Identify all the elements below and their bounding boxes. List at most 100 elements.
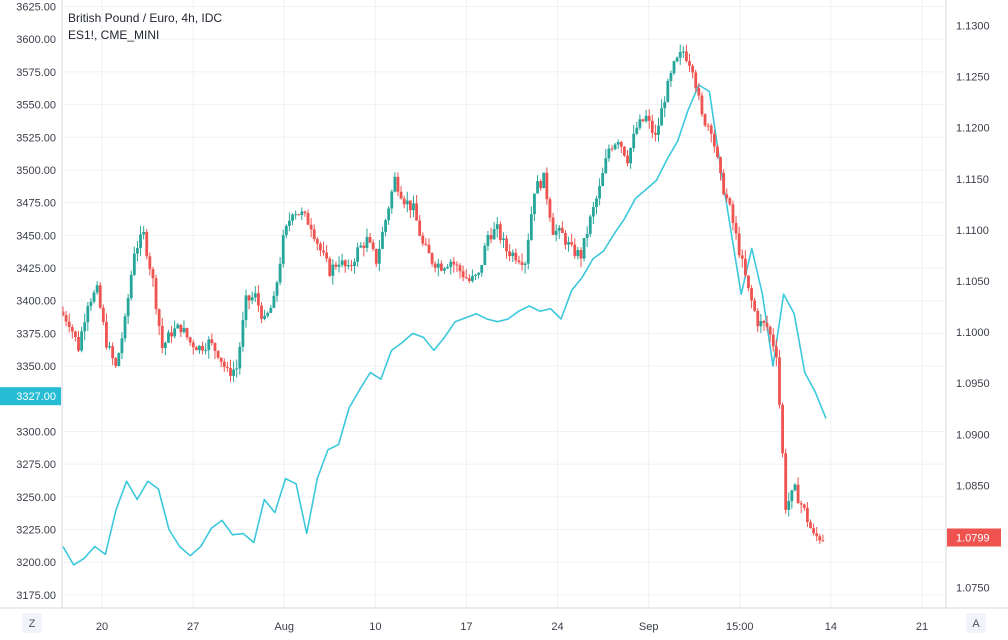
candle-body <box>688 61 691 66</box>
left-tick-label: 3225.00 <box>16 525 56 537</box>
candle-body <box>799 503 803 505</box>
candle-body <box>765 322 769 327</box>
candle-body <box>105 321 108 348</box>
right-last-value-label: 1.0799 <box>956 532 990 544</box>
candle-body <box>421 235 425 244</box>
candle-body <box>319 243 322 251</box>
candle-body <box>374 248 378 264</box>
candle-body <box>784 453 788 510</box>
candle-body <box>778 357 781 405</box>
candle-body <box>337 264 341 267</box>
candle-body <box>483 245 487 265</box>
candle-body <box>443 268 446 271</box>
candle-body <box>635 127 639 134</box>
right-tick-label: 1.1000 <box>956 327 990 339</box>
candle-body <box>95 285 99 293</box>
candle-body <box>675 57 679 62</box>
right-tick-label: 1.0950 <box>956 378 990 390</box>
candle-body <box>111 346 115 359</box>
right-tick-label: 1.0750 <box>956 583 990 595</box>
left-last-value-label: 3327.00 <box>16 391 56 403</box>
right-price-axis[interactable]: 1.1300 1.1250 1.1200 1.1150 1.1100 1.1050 1.10… <box>956 21 990 595</box>
candle-body <box>219 357 223 362</box>
candle-body <box>179 324 183 333</box>
left-tick-label: 3500.00 <box>16 165 56 177</box>
candle-body <box>641 119 645 122</box>
candle-body <box>533 193 536 215</box>
candle-body <box>750 288 753 301</box>
candle-body <box>86 306 90 323</box>
candle-body <box>526 239 530 264</box>
right-last-value-badge <box>947 528 1001 547</box>
candle-body <box>539 181 543 189</box>
candle-body <box>412 203 415 211</box>
candle-body <box>418 220 422 236</box>
time-axis[interactable]: 20 27 Aug 10 17 24 Sep 15:00 14 21 <box>96 621 928 633</box>
left-price-axis[interactable]: 3625.00 3600.00 3575.00 3550.00 3525.00 3500.… <box>16 2 56 602</box>
candle-body <box>604 158 608 174</box>
left-tick-label: 3300.00 <box>16 426 56 438</box>
candle-body <box>89 301 93 307</box>
candle-body <box>464 277 468 279</box>
candle-body <box>204 350 208 352</box>
left-tick-label: 3400.00 <box>16 296 56 308</box>
candle-body <box>148 256 152 270</box>
candle-body <box>548 199 552 218</box>
candle-body <box>294 214 298 216</box>
candle-body <box>579 250 583 259</box>
corner-button-left[interactable]: Z <box>22 613 42 633</box>
candle-body <box>331 264 335 276</box>
candle-body <box>691 65 695 73</box>
candle-body <box>136 248 139 254</box>
candle-body <box>126 298 130 317</box>
candle-body <box>446 267 450 269</box>
candle-body <box>812 528 815 534</box>
candlestick-series <box>61 44 825 544</box>
candle-body <box>157 309 161 327</box>
candle-body <box>588 216 592 234</box>
candle-body <box>241 320 245 347</box>
time-tick-label: 14 <box>825 621 837 633</box>
candle-body <box>495 224 499 230</box>
candle-body <box>660 108 664 126</box>
corner-button-left-bg <box>22 613 42 633</box>
candle-body <box>477 272 481 275</box>
candle-body <box>452 261 456 265</box>
candle-body <box>340 260 344 265</box>
candle-body <box>278 263 282 283</box>
candle-body <box>83 322 87 332</box>
candle-body <box>312 229 316 240</box>
candle-body <box>492 229 496 240</box>
candle-body <box>64 315 68 322</box>
candle-body <box>291 214 294 221</box>
candle-body <box>607 148 611 159</box>
candle-body <box>781 404 784 454</box>
candle-body <box>309 224 313 230</box>
candle-body <box>232 369 235 376</box>
candle-body <box>654 132 657 135</box>
candle-body <box>315 239 319 244</box>
left-tick-label: 3375.00 <box>16 328 56 340</box>
candle-body <box>194 347 198 351</box>
candle-body <box>570 242 574 245</box>
right-tick-label: 1.1100 <box>956 225 989 237</box>
chart-title: British Pound / Euro, 4h, IDC <box>68 11 222 25</box>
candle-body <box>393 176 397 192</box>
candle-body <box>74 331 77 337</box>
candle-body <box>585 233 589 239</box>
candle-body <box>815 533 819 537</box>
candle-body <box>762 321 766 323</box>
candle-body <box>222 361 226 367</box>
corner-button-right[interactable]: A <box>966 613 986 633</box>
candle-body <box>678 51 682 58</box>
candle-body <box>439 263 443 271</box>
candle-body <box>480 264 484 273</box>
candle-body <box>368 237 372 243</box>
candle-body <box>334 264 338 267</box>
right-tick-label: 1.1050 <box>956 276 990 288</box>
candle-body <box>734 222 738 234</box>
candle-body <box>567 242 570 245</box>
right-tick-label: 1.1250 <box>956 72 990 84</box>
candle-body <box>257 293 260 306</box>
